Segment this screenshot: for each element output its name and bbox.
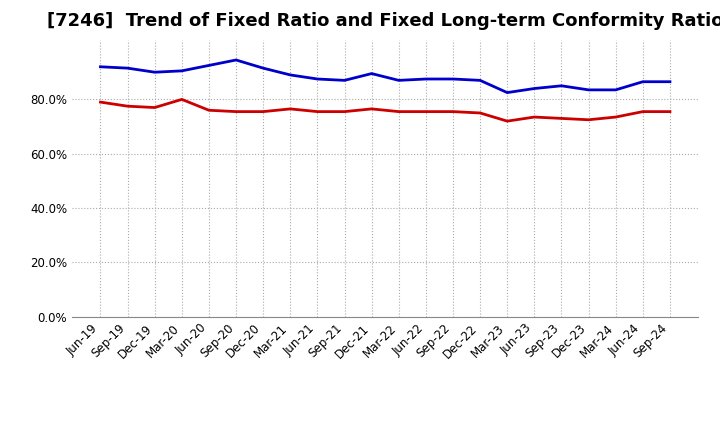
Fixed Ratio <box>639 79 647 84</box>
Fixed Ratio <box>178 68 186 73</box>
Fixed Ratio <box>150 70 159 75</box>
Fixed Long-term Conformity Ratio <box>449 109 457 114</box>
Fixed Ratio <box>367 71 376 76</box>
Line: Fixed Long-term Conformity Ratio: Fixed Long-term Conformity Ratio <box>101 99 670 121</box>
Fixed Long-term Conformity Ratio <box>584 117 593 122</box>
Fixed Long-term Conformity Ratio <box>530 114 539 120</box>
Fixed Ratio <box>313 77 322 82</box>
Fixed Long-term Conformity Ratio <box>313 109 322 114</box>
Fixed Long-term Conformity Ratio <box>204 108 213 113</box>
Fixed Long-term Conformity Ratio <box>665 109 674 114</box>
Fixed Long-term Conformity Ratio <box>421 109 430 114</box>
Fixed Long-term Conformity Ratio <box>232 109 240 114</box>
Fixed Ratio <box>530 86 539 91</box>
Fixed Ratio <box>665 79 674 84</box>
Fixed Ratio <box>421 77 430 82</box>
Fixed Long-term Conformity Ratio <box>611 114 620 120</box>
Fixed Long-term Conformity Ratio <box>476 110 485 116</box>
Fixed Ratio <box>476 78 485 83</box>
Fixed Ratio <box>286 72 294 77</box>
Fixed Ratio <box>395 78 403 83</box>
Fixed Ratio <box>611 87 620 92</box>
Fixed Ratio <box>449 77 457 82</box>
Fixed Ratio <box>123 66 132 71</box>
Fixed Ratio <box>232 57 240 62</box>
Fixed Ratio <box>584 87 593 92</box>
Fixed Long-term Conformity Ratio <box>178 97 186 102</box>
Fixed Long-term Conformity Ratio <box>367 106 376 111</box>
Fixed Ratio <box>96 64 105 70</box>
Fixed Long-term Conformity Ratio <box>639 109 647 114</box>
Fixed Long-term Conformity Ratio <box>503 118 511 124</box>
Fixed Long-term Conformity Ratio <box>96 99 105 105</box>
Fixed Ratio <box>341 78 349 83</box>
Fixed Ratio <box>204 63 213 68</box>
Fixed Long-term Conformity Ratio <box>557 116 566 121</box>
Fixed Ratio <box>503 90 511 95</box>
Fixed Long-term Conformity Ratio <box>123 103 132 109</box>
Title: [7246]  Trend of Fixed Ratio and Fixed Long-term Conformity Ratio: [7246] Trend of Fixed Ratio and Fixed Lo… <box>47 12 720 30</box>
Line: Fixed Ratio: Fixed Ratio <box>101 60 670 92</box>
Fixed Long-term Conformity Ratio <box>259 109 268 114</box>
Fixed Long-term Conformity Ratio <box>395 109 403 114</box>
Fixed Long-term Conformity Ratio <box>150 105 159 110</box>
Fixed Ratio <box>259 66 268 71</box>
Fixed Long-term Conformity Ratio <box>286 106 294 111</box>
Fixed Ratio <box>557 83 566 88</box>
Fixed Long-term Conformity Ratio <box>341 109 349 114</box>
